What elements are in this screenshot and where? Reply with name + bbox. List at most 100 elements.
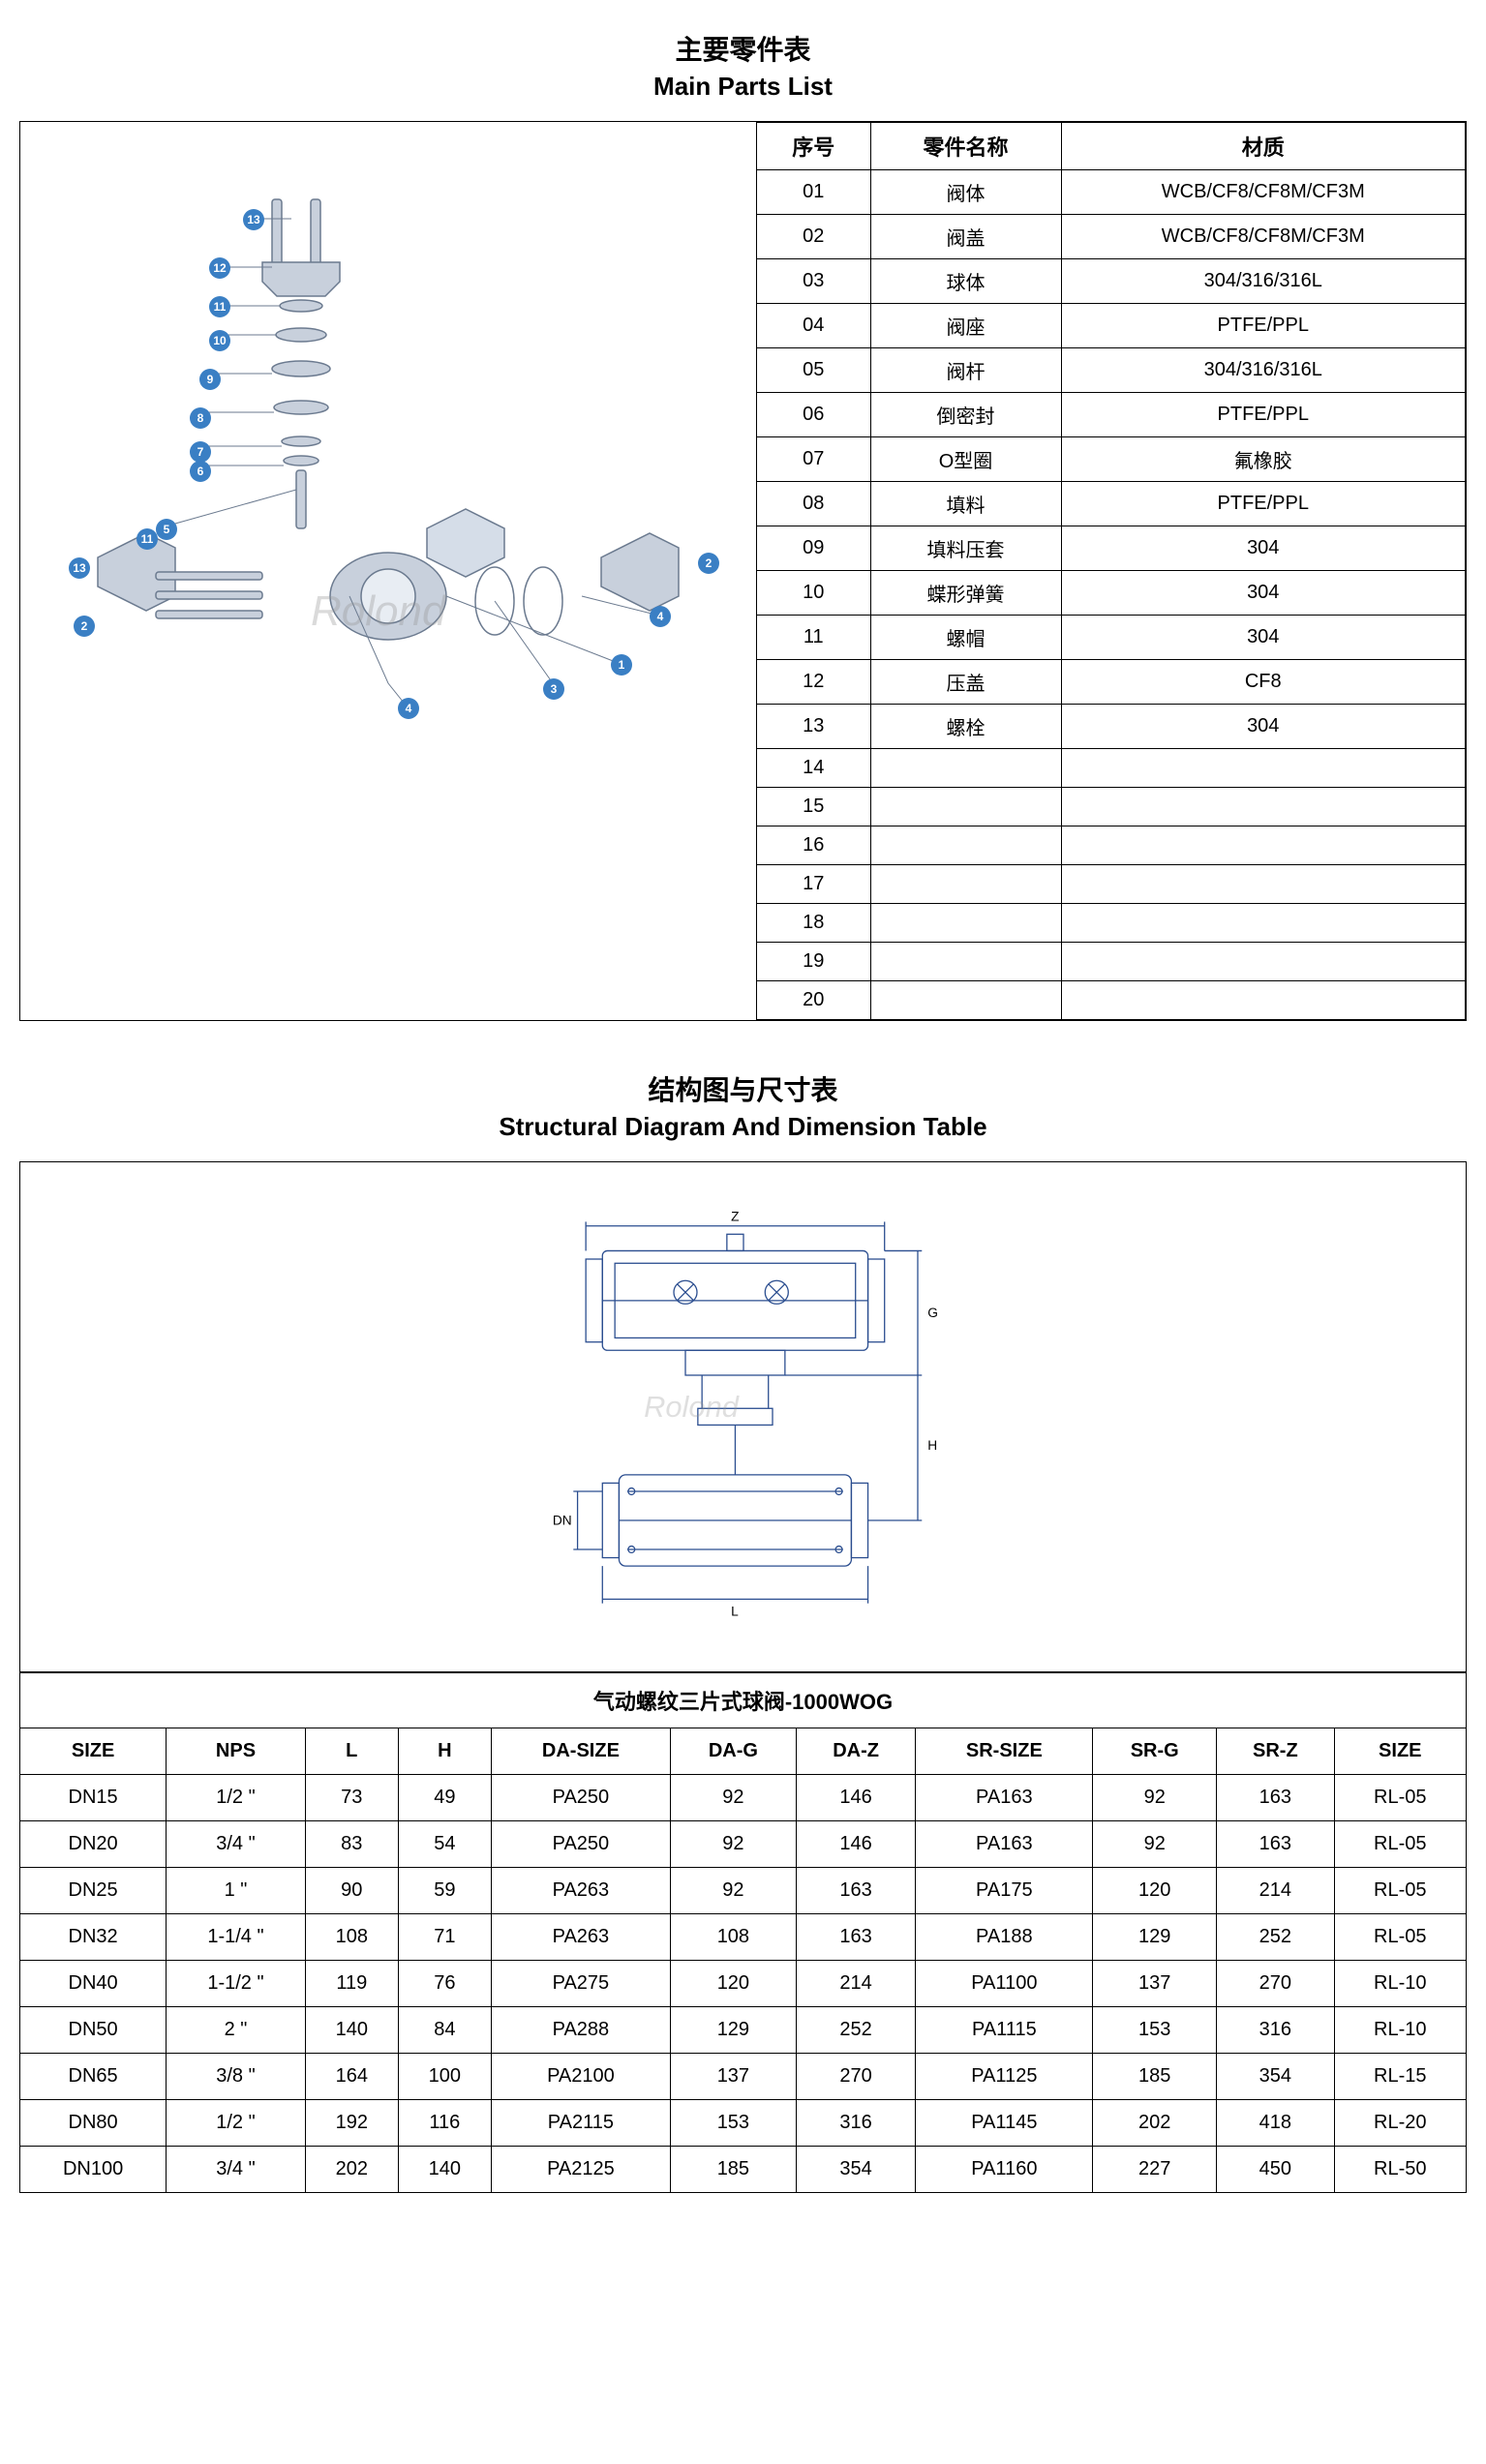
- dim-cell: 316: [796, 2099, 916, 2146]
- dim-cell: 71: [398, 1913, 491, 1960]
- parts-cell-name: [870, 981, 1061, 1020]
- dim-cell: RL-05: [1334, 1867, 1466, 1913]
- dim-cell: RL-20: [1334, 2099, 1466, 2146]
- parts-cell-no: 20: [757, 981, 871, 1020]
- dim-cell: DN40: [20, 1960, 167, 2006]
- dimension-table: SIZENPSLHDA-SIZEDA-GDA-ZSR-SIZESR-GSR-ZS…: [19, 1728, 1467, 2193]
- parts-cell-no: 15: [757, 788, 871, 826]
- parts-cell-no: 14: [757, 749, 871, 788]
- dim-cell: 316: [1217, 2006, 1334, 2053]
- parts-cell-no: 03: [757, 259, 871, 304]
- dim-cell: 202: [1093, 2099, 1217, 2146]
- parts-cell-no: 08: [757, 482, 871, 526]
- parts-row: 06倒密封PTFE/PPL: [757, 393, 1466, 437]
- parts-cell-material: [1061, 904, 1465, 943]
- dim-row: DN321-1/4 "10871PA263108163PA188129252RL…: [20, 1913, 1467, 1960]
- dim-cell: PA2115: [491, 2099, 670, 2146]
- watermark-text: Rolond: [311, 587, 447, 635]
- exploded-svg: Rolond: [40, 141, 737, 741]
- dim-row: DN801/2 "192116PA2115153316PA1145202418R…: [20, 2099, 1467, 2146]
- dim-row: DN653/8 "164100PA2100137270PA1125185354R…: [20, 2053, 1467, 2099]
- dim-cell: DN20: [20, 1820, 167, 1867]
- dim-cell: 1-1/2 ": [167, 1960, 306, 2006]
- dim-cell: 76: [398, 1960, 491, 2006]
- dim-cell: 59: [398, 1867, 491, 1913]
- parts-cell-material: WCB/CF8/CF8M/CF3M: [1061, 215, 1465, 259]
- parts-cell-material: 304: [1061, 526, 1465, 571]
- dim-label-g: G: [927, 1306, 938, 1320]
- parts-row: 08填料PTFE/PPL: [757, 482, 1466, 526]
- dim-cell: RL-05: [1334, 1774, 1466, 1820]
- dim-cell: 120: [670, 1960, 796, 2006]
- dim-cell: RL-15: [1334, 2053, 1466, 2099]
- parts-row: 14: [757, 749, 1466, 788]
- dim-label-l: L: [731, 1605, 739, 1619]
- dim-cell: 116: [398, 2099, 491, 2146]
- parts-cell-name: [870, 788, 1061, 826]
- dim-col: SIZE: [1334, 1728, 1466, 1774]
- dim-cell: 129: [1093, 1913, 1217, 1960]
- dim-cell: PA250: [491, 1820, 670, 1867]
- dim-cell: 163: [1217, 1774, 1334, 1820]
- parts-cell-material: 304/316/316L: [1061, 259, 1465, 304]
- dim-cell: 3/4 ": [167, 1820, 306, 1867]
- dim-cell: 252: [1217, 1913, 1334, 1960]
- parts-cell-no: 19: [757, 943, 871, 981]
- dim-col: L: [305, 1728, 398, 1774]
- parts-cell-name: 阀盖: [870, 215, 1061, 259]
- parts-row: 18: [757, 904, 1466, 943]
- dim-cell: PA275: [491, 1960, 670, 2006]
- dim-cell: 418: [1217, 2099, 1334, 2146]
- parts-cell-material: [1061, 788, 1465, 826]
- dim-cell: 164: [305, 2053, 398, 2099]
- dim-cell: 202: [305, 2146, 398, 2192]
- callout-bubble: 13: [69, 557, 90, 579]
- parts-cell-material: [1061, 826, 1465, 865]
- dim-cell: 450: [1217, 2146, 1334, 2192]
- parts-cell-material: [1061, 749, 1465, 788]
- dim-cell: 1 ": [167, 1867, 306, 1913]
- parts-cell-no: 16: [757, 826, 871, 865]
- parts-cell-name: 阀座: [870, 304, 1061, 348]
- dim-cell: 137: [1093, 1960, 1217, 2006]
- dim-cell: 354: [1217, 2053, 1334, 2099]
- dim-cell: 163: [796, 1913, 916, 1960]
- dim-cell: 119: [305, 1960, 398, 2006]
- callout-bubble: 1: [611, 654, 632, 676]
- dim-cell: DN25: [20, 1867, 167, 1913]
- parts-cell-no: 17: [757, 865, 871, 904]
- parts-cell-material: CF8: [1061, 660, 1465, 705]
- dim-cell: 214: [1217, 1867, 1334, 1913]
- dim-cell: 140: [398, 2146, 491, 2192]
- parts-cell-no: 04: [757, 304, 871, 348]
- callout-bubble: 10: [209, 330, 230, 351]
- dim-cell: 84: [398, 2006, 491, 2053]
- dim-col: NPS: [167, 1728, 306, 1774]
- parts-cell-name: 填料压套: [870, 526, 1061, 571]
- parts-row: 03球体304/316/316L: [757, 259, 1466, 304]
- callout-bubble: 7: [190, 441, 211, 463]
- dim-cell: DN100: [20, 2146, 167, 2192]
- dim-col: SIZE: [20, 1728, 167, 1774]
- parts-row: 17: [757, 865, 1466, 904]
- parts-header-row: 序号 零件名称 材质: [757, 123, 1466, 170]
- col-material: 材质: [1061, 123, 1465, 170]
- dimension-title: 结构图与尺寸表 Structural Diagram And Dimension…: [19, 1069, 1467, 1142]
- structural-diagram-box: Z G H L DN Rolond: [19, 1161, 1467, 1672]
- parts-cell-material: PTFE/PPL: [1061, 482, 1465, 526]
- dim-cell: PA288: [491, 2006, 670, 2053]
- dimension-caption: 气动螺纹三片式球阀-1000WOG: [19, 1672, 1467, 1728]
- parts-cell-name: 螺帽: [870, 616, 1061, 660]
- parts-row: 11螺帽304: [757, 616, 1466, 660]
- parts-cell-name: [870, 943, 1061, 981]
- dim-cell: RL-50: [1334, 2146, 1466, 2192]
- callout-bubble: 11: [209, 296, 230, 317]
- callout-bubble: 13: [243, 209, 264, 230]
- dim-cell: DN32: [20, 1913, 167, 1960]
- parts-row: 09填料压套304: [757, 526, 1466, 571]
- dim-row: DN151/2 "7349PA25092146PA16392163RL-05: [20, 1774, 1467, 1820]
- parts-cell-material: PTFE/PPL: [1061, 393, 1465, 437]
- callout-bubble: 2: [74, 616, 95, 637]
- callout-bubble: 12: [209, 257, 230, 279]
- dim-cell: 92: [670, 1820, 796, 1867]
